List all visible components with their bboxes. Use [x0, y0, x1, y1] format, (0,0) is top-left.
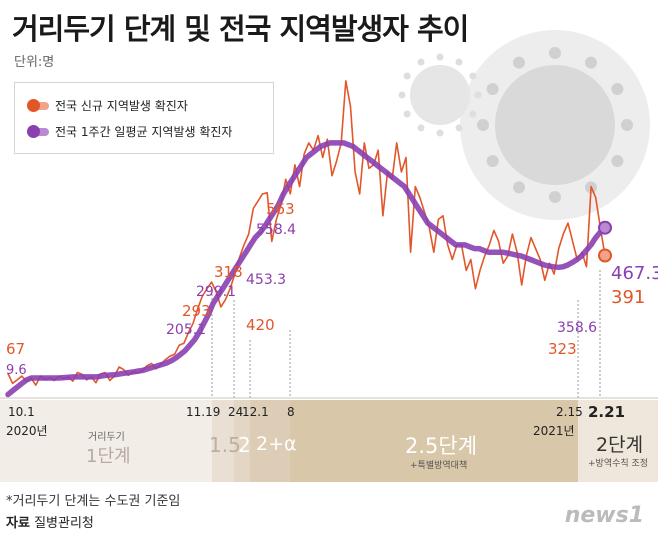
data-labels: 67 9.6 293 205.1 318 299.1 453.3 420 563 558.4 358…: [6, 200, 658, 378]
daily-end-marker: [598, 248, 612, 263]
data-label: 293: [182, 302, 211, 320]
virus-spike: [585, 56, 597, 69]
stage2a-region: [250, 400, 290, 482]
virus-spike: [549, 47, 561, 59]
date-8: 8: [287, 405, 295, 419]
date-feb15: 2.15: [556, 405, 583, 419]
virus-spike: [486, 83, 499, 95]
virus-spike: [513, 56, 525, 69]
virus-spike: [398, 91, 406, 99]
virus-spike: [474, 91, 482, 99]
virus-spike: [417, 58, 425, 66]
virus-spike: [469, 110, 477, 118]
virus-spike: [513, 181, 525, 194]
virus-spike: [477, 119, 489, 131]
legend-label-weekly: 전국 1주간 일평균 지역발생 확진자: [55, 125, 233, 139]
chart-title: 거리두기 단계 및 전국 지역발생자 추이: [12, 12, 469, 46]
date-24: 24: [228, 405, 244, 419]
news1-wordmark: news1: [564, 503, 644, 528]
data-label: 323: [548, 340, 577, 358]
news1-logo: news1: [565, 503, 644, 528]
date-oct1: 10.1: [8, 405, 35, 419]
stage15-label: 1.5: [209, 433, 241, 457]
date-year-2020: 2020년: [6, 424, 48, 438]
virus-spike: [455, 124, 463, 132]
data-label: 563: [266, 200, 295, 218]
virus-spike: [611, 155, 624, 167]
data-label: 467.3: [611, 263, 658, 284]
data-label: 453.3: [246, 272, 286, 288]
stage25-label: 2.5단계: [405, 434, 478, 458]
stage1-region: [0, 400, 212, 482]
source-label: 자료: [6, 516, 30, 531]
stage2-region: [234, 400, 250, 482]
virus-spike: [403, 72, 411, 80]
stage1-label: 1단계: [86, 446, 131, 467]
data-label: 358.6: [557, 320, 597, 336]
data-label: 299.1: [196, 284, 236, 300]
legend-label-daily: 전국 신규 지역발생 확진자: [55, 99, 188, 113]
virus-spike: [621, 119, 633, 131]
stage-divider-lines: [211, 270, 601, 398]
date-dec1: 12.1: [242, 405, 269, 419]
data-label: 391: [611, 287, 645, 308]
data-label: 67: [6, 340, 25, 358]
virus-spike: [469, 72, 477, 80]
virus-large-body: [495, 65, 615, 185]
distancing-stage-band: 거리두기 1단계 1.5 2 2+α 2.5단계 +특별방역대책 2단계 +방역…: [0, 400, 658, 482]
virus-spike: [403, 110, 411, 118]
data-label: 205.1: [166, 322, 206, 338]
data-label: 318: [214, 263, 243, 281]
data-label: 420: [246, 316, 275, 334]
virus-spike: [455, 58, 463, 66]
virus-spike: [436, 129, 444, 137]
stage1-title: 거리두기: [88, 432, 125, 443]
data-label: 9.6: [6, 363, 27, 378]
virus-spike: [417, 124, 425, 132]
stage2-final-sub: +방역수칙 조정: [588, 459, 649, 469]
weekly-end-marker: [598, 220, 612, 235]
stage2a-label: 2+α: [256, 433, 297, 455]
unit-label: 단위:명: [14, 55, 55, 70]
virus-spike: [436, 53, 444, 61]
virus-small-body: [410, 65, 470, 125]
stage25-region: [290, 400, 578, 482]
legend-item-daily: 전국 신규 지역발생 확진자: [27, 97, 188, 114]
stage2-label: 2: [238, 433, 251, 457]
date-nov19: 11.19: [186, 405, 221, 419]
data-label: 558.4: [256, 222, 296, 238]
series-line: [5, 140, 608, 398]
date-feb21: 2.21: [588, 403, 626, 421]
source-text: 질병관리청: [34, 516, 94, 531]
legend: 전국 신규 지역발생 확진자 전국 1주간 일평균 지역발생 확진자: [14, 82, 274, 154]
stage2-final-label: 2단계: [596, 434, 644, 456]
date-year-2021: 2021년: [533, 424, 575, 438]
virus-spike: [549, 191, 561, 203]
legend-swatch-weekly: [27, 124, 49, 138]
virus-spike: [486, 155, 499, 167]
footnote: *거리두기 단계는 수도권 기준임: [6, 494, 181, 509]
stage2-final-region: [578, 400, 658, 482]
legend-item-weekly: 전국 1주간 일평균 지역발생 확진자: [27, 123, 232, 140]
stage15-region: [212, 400, 234, 482]
virus-spike: [611, 83, 624, 95]
source-line: 자료 질병관리청: [6, 512, 94, 531]
virus-illustration: [398, 30, 650, 220]
legend-swatch-daily: [27, 98, 49, 112]
stage25-sub: +특별방역대책: [410, 461, 468, 471]
series-weekly-average: [5, 140, 608, 398]
